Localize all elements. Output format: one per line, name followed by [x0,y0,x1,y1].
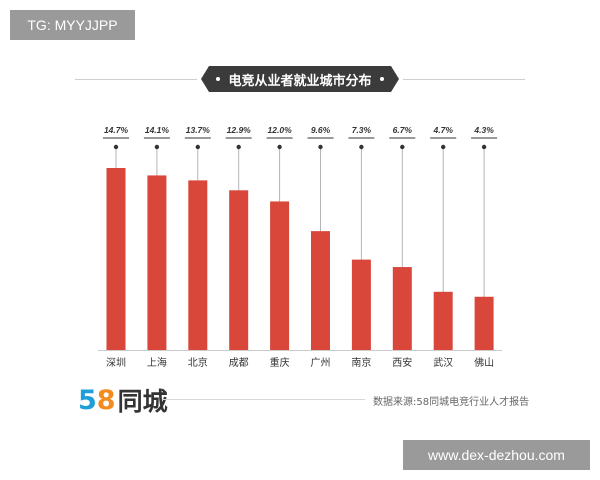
brand-logo: 5 8 同城 [78,384,168,417]
category-label: 上海 [147,356,167,369]
category-label: 佛山 [474,356,494,369]
value-label: 14.1% [145,125,170,135]
watermark-top-label: TG: MYYJJPP [10,10,135,40]
category-label: 北京 [188,356,208,369]
logo-digit-5: 5 [78,384,97,416]
value-label: 9.6% [311,125,331,135]
value-label: 4.3% [473,125,494,135]
pin-dot [236,144,241,150]
value-label: 14.7% [104,125,129,135]
bar-3 [188,180,208,350]
value-label: 12.9% [227,125,252,135]
title-dot-left [216,77,220,81]
category-label: 西安 [392,356,412,369]
category-label: 深圳 [106,357,126,369]
pin-dot [481,144,487,150]
pin-dot [400,144,405,150]
pin-dot [277,144,282,150]
pin-dot [154,144,160,150]
title-rule-left [75,79,197,80]
watermark-bottom-label: www.dex-dezhou.com [403,440,590,470]
source-note: 数据来源:58同城电竞行业人才报告 [373,397,530,408]
value-label: 4.7% [433,125,454,135]
title-dot-right [380,77,384,81]
pin-dot [113,144,119,150]
bar-8 [392,267,412,350]
pin-dot [195,144,200,150]
footer-divider [162,399,365,400]
value-label: 13.7% [186,125,211,135]
value-label: 6.7% [393,125,413,135]
chart-title: 电竞从业者就业城市分布 [201,66,399,92]
bar-4 [229,190,249,350]
chart-title-text: 电竞从业者就业城市分布 [228,73,372,89]
bar-9 [433,291,453,350]
pin-dot [441,144,446,150]
logo-text: 同城 [117,387,168,416]
bar-2 [147,175,167,350]
bar-7 [351,259,371,350]
category-label: 武汉 [433,356,453,369]
bar-10 [474,296,494,350]
title-rule-right [403,79,525,80]
pin-dot [318,144,323,150]
category-label: 重庆 [270,356,290,369]
category-label: 南京 [351,356,371,369]
category-label: 成都 [229,357,249,369]
value-label: 7.3% [352,125,372,135]
bar-6 [311,231,330,350]
bar-5 [270,201,290,350]
category-label: 广州 [311,357,331,369]
value-label: 12.0% [268,125,293,135]
logo-digit-8: 8 [96,384,116,416]
pin-dot [359,144,364,150]
bar-1 [106,168,126,350]
